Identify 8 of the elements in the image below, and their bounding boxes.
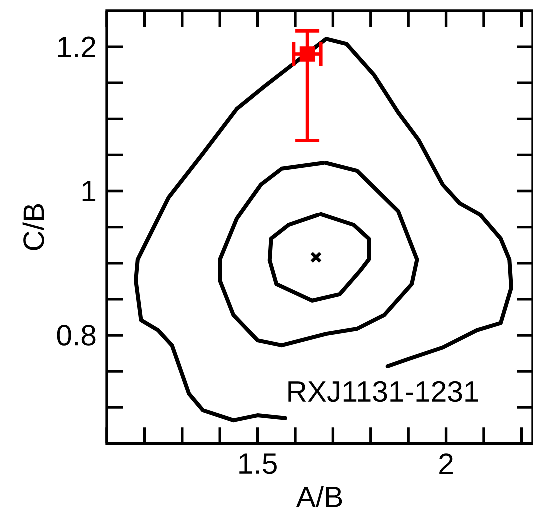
x-tick-label: 1.5: [240, 454, 277, 474]
y-tick-label: 1: [82, 181, 96, 202]
x-tick-label: 2: [440, 454, 453, 474]
x-axis-title: A/B: [296, 486, 342, 508]
y-axis-title: C/B: [22, 204, 44, 250]
annotation: RXJ1131-1231: [288, 381, 478, 402]
y-tick-label: 0.8: [57, 325, 96, 346]
y-tick-label: 1.2: [58, 36, 96, 58]
